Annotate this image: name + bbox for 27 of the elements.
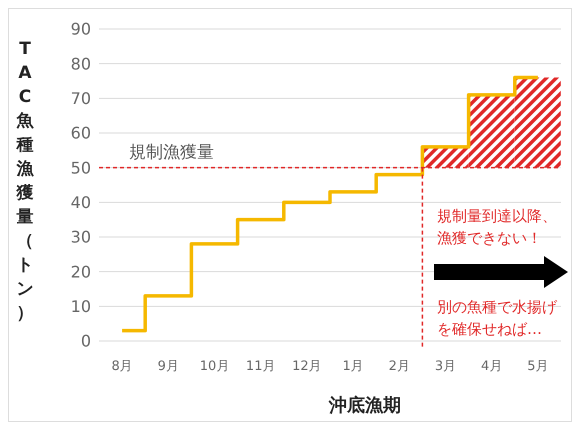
- x-tick-label: 8月: [111, 359, 133, 374]
- x-axis-title: 沖底漁期: [328, 394, 402, 417]
- annotation: 別の魚種で水揚げを確保せねば…: [437, 297, 558, 340]
- y-tick-label: 90: [70, 20, 91, 39]
- x-tick-label: 3月: [434, 359, 456, 374]
- y-tick-label: 30: [70, 228, 91, 247]
- y-tick-label: 20: [70, 262, 91, 282]
- x-tick-label: 1月: [342, 359, 364, 374]
- y-tick-label: 40: [70, 193, 91, 212]
- annotation: 規制量到達以降、漁獲できない！: [437, 206, 558, 249]
- y-tick-label: 0: [80, 332, 91, 351]
- x-tick-label: 5月: [527, 359, 549, 374]
- x-tick-label: 4月: [481, 359, 502, 374]
- x-tick-label: 9月: [158, 359, 179, 374]
- x-tick-label: 2月: [388, 359, 410, 374]
- bar: [514, 78, 561, 168]
- y-tick-label: 50: [70, 158, 91, 178]
- x-tick-label: 12月: [292, 359, 322, 374]
- x-tick-label: 11月: [246, 359, 276, 374]
- y-tick-label: 70: [70, 89, 91, 108]
- x-tick-label: 10月: [200, 359, 230, 374]
- bar: [468, 94, 515, 168]
- y-tick-label: 10: [70, 297, 91, 316]
- y-tick-label: 80: [70, 54, 91, 74]
- ref-line-label: 規制漁獲量: [129, 142, 214, 163]
- text: TAC魚種漁獲量（トン）: [16, 39, 34, 323]
- y-tick-label: 60: [70, 124, 91, 143]
